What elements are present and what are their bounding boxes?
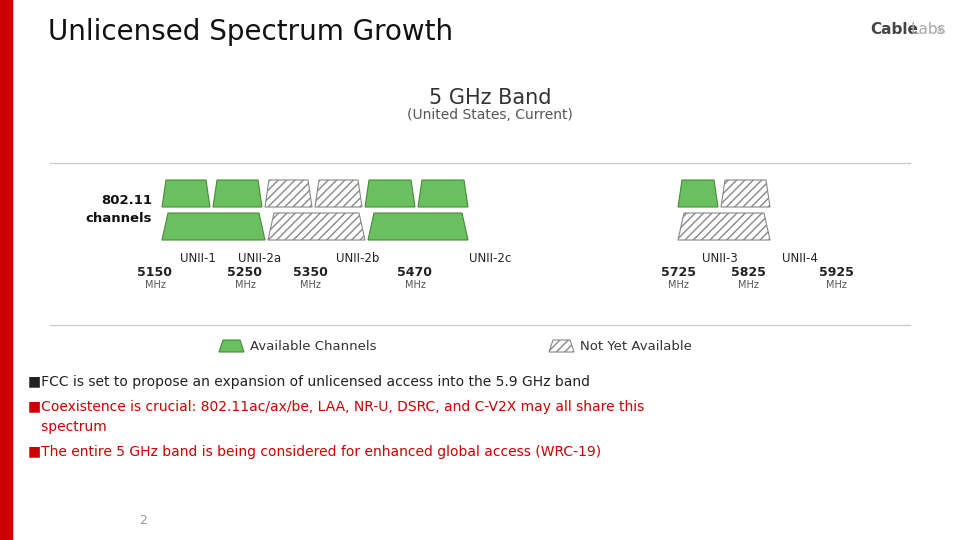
Text: ■FCC is set to propose an expansion of unlicensed access into the 5.9 GHz band: ■FCC is set to propose an expansion of u… [28,375,590,389]
Text: Labs: Labs [910,22,946,37]
Text: ®: ® [935,26,945,36]
Text: MHz: MHz [826,280,847,290]
Text: MHz: MHz [404,280,425,290]
Polygon shape [162,180,210,207]
Text: 5470: 5470 [397,266,433,279]
Text: (United States, Current): (United States, Current) [407,108,573,122]
Text: UNII-1: UNII-1 [180,252,216,265]
Text: MHz: MHz [300,280,321,290]
Polygon shape [549,340,574,352]
Text: spectrum: spectrum [28,420,107,434]
Bar [0,0,12,540]
Polygon shape [721,180,770,207]
Text: UNII-3: UNII-3 [702,252,738,265]
Text: MHz: MHz [737,280,758,290]
Text: 5150: 5150 [137,266,173,279]
Text: Unlicensed Spectrum Growth: Unlicensed Spectrum Growth [48,18,453,46]
Polygon shape [678,213,770,240]
Polygon shape [678,180,718,207]
Text: UNII-2a: UNII-2a [238,252,281,265]
Text: Not Yet Available: Not Yet Available [580,340,692,353]
Text: MHz: MHz [234,280,255,290]
Text: 5725: 5725 [660,266,695,279]
Polygon shape [368,213,468,240]
Polygon shape [268,213,365,240]
Text: UNII-4: UNII-4 [782,252,818,265]
Polygon shape [213,180,262,207]
Text: UNII-2b: UNII-2b [336,252,380,265]
Polygon shape [219,340,244,352]
Text: MHz: MHz [145,280,165,290]
Text: 2: 2 [139,514,147,527]
Text: 5250: 5250 [228,266,262,279]
Polygon shape [162,213,265,240]
Text: ■Coexistence is crucial: 802.11ac/ax/be, LAA, NR-U, DSRC, and C-V2X may all shar: ■Coexistence is crucial: 802.11ac/ax/be,… [28,400,644,414]
Text: 5925: 5925 [819,266,853,279]
Text: MHz: MHz [667,280,688,290]
Text: 5 GHz Band: 5 GHz Band [429,88,551,108]
Text: Cable: Cable [870,22,918,37]
Polygon shape [265,180,312,207]
Text: ■The entire 5 GHz band is being considered for enhanced global access (WRC-19): ■The entire 5 GHz band is being consider… [28,445,601,459]
Text: 5350: 5350 [293,266,327,279]
Polygon shape [365,180,415,207]
Text: Available Channels: Available Channels [250,340,376,353]
Polygon shape [418,180,468,207]
Text: 5825: 5825 [731,266,765,279]
Text: UNII-2c: UNII-2c [468,252,511,265]
Text: 802.11
channels: 802.11 channels [85,194,152,226]
Polygon shape [315,180,362,207]
